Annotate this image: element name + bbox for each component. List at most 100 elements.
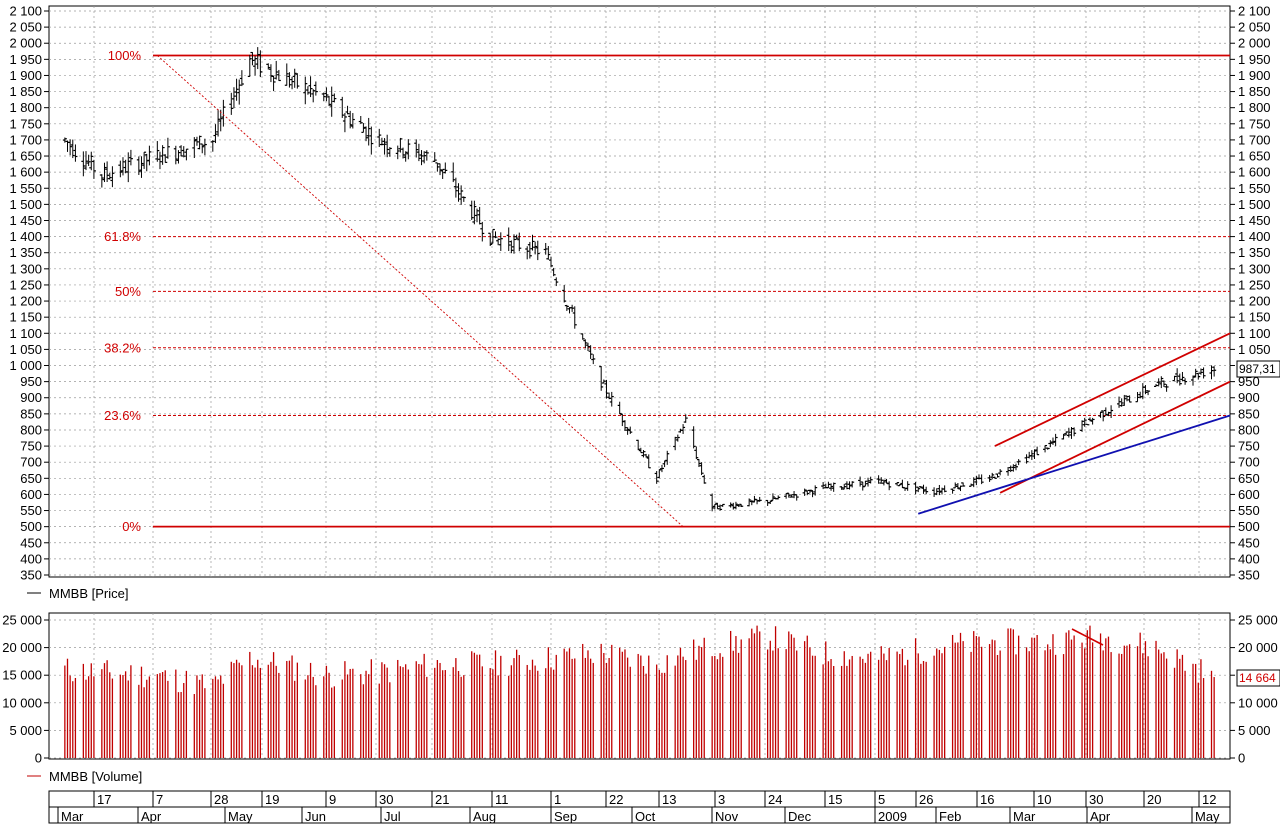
price-bar (327, 95, 332, 107)
day-label: 17 (97, 792, 111, 807)
price-tick-label-left: 1 100 (9, 326, 42, 341)
price-bar (387, 147, 392, 157)
price-bar (691, 426, 696, 449)
price-bar (68, 139, 73, 156)
price-tick-label-left: 750 (20, 439, 42, 454)
price-bar (506, 227, 511, 251)
price-bar (1045, 447, 1050, 450)
price-bar (1109, 405, 1114, 418)
price-bar (110, 166, 115, 188)
price-tick-label-right: 600 (1238, 487, 1260, 502)
day-label: 9 (329, 792, 336, 807)
price-bar (1066, 427, 1071, 438)
price-tick-label-right: 1 700 (1238, 132, 1271, 147)
price-bar (675, 434, 680, 442)
volume-trendline (1071, 628, 1104, 646)
price-bar (155, 141, 160, 162)
price-bar (992, 476, 997, 479)
price-bar (683, 414, 688, 423)
price-bar (173, 145, 178, 165)
price-bar (887, 481, 892, 491)
volume-tick-label-right: 10 000 (1238, 695, 1278, 710)
month-label: 2009 (878, 809, 907, 824)
price-bar (258, 50, 263, 78)
price-tick-label-left: 1 400 (9, 229, 42, 244)
price-bar (807, 489, 812, 494)
price-tick-label-left: 700 (20, 455, 42, 470)
price-tick-label-left: 1 900 (9, 68, 42, 83)
price-bar (747, 498, 752, 507)
price-bar (802, 488, 807, 496)
price-bar (776, 495, 781, 500)
price-bar (958, 485, 963, 492)
price-bar (527, 241, 532, 259)
price-tick-label-left: 2 050 (9, 20, 42, 35)
price-bar (636, 439, 641, 451)
price-bar (533, 241, 538, 255)
price-tick-label-left: 350 (20, 568, 42, 583)
price-bar (1209, 365, 1214, 380)
price-tick-label-left: 950 (20, 374, 42, 389)
price-bar (694, 446, 699, 460)
price-bar (271, 75, 276, 92)
price-bar (562, 285, 567, 303)
price-bar (345, 105, 350, 115)
price-bar (197, 135, 202, 150)
price-bar (181, 146, 186, 158)
price-bar (379, 137, 384, 146)
month-label: Apr (1090, 809, 1111, 824)
price-bar (192, 137, 197, 158)
price-bar (879, 477, 884, 484)
price-bar (517, 232, 522, 252)
price-bar (1135, 392, 1140, 403)
price-bar (638, 447, 643, 454)
price-bar (821, 482, 826, 490)
price-bar (176, 150, 181, 164)
fib-label: 23.6% (104, 408, 141, 423)
price-bar (829, 483, 834, 491)
price-tick-label-right: 650 (1238, 471, 1260, 486)
price-bar (361, 123, 366, 133)
price-bar (739, 503, 744, 508)
price-tick-label-right: 350 (1238, 568, 1260, 583)
last-price-value: 987,31 (1239, 362, 1276, 376)
day-label: 12 (1202, 792, 1216, 807)
price-bar (313, 81, 318, 96)
price-bar (514, 234, 519, 240)
price-tick-label-left: 1 650 (9, 149, 42, 164)
price-bar (459, 185, 464, 205)
price-bar (424, 150, 429, 161)
price-bar (1156, 378, 1161, 387)
price-bar (274, 60, 279, 80)
price-bar (1080, 420, 1085, 432)
price-bar (971, 477, 976, 488)
price-bar (934, 488, 939, 496)
price-bar (165, 137, 170, 159)
price-bar (1087, 417, 1092, 422)
last-volume-value: 14 664 (1239, 671, 1276, 685)
price-bar (401, 147, 406, 159)
volume-tick-label-left: 25 000 (2, 613, 42, 628)
price-bar (641, 450, 646, 458)
price-bar (654, 471, 659, 484)
price-tick-label-left: 1 600 (9, 165, 42, 180)
price-bar (712, 503, 717, 510)
price-tick-label-left: 1 050 (9, 342, 42, 357)
price-bar (250, 51, 255, 66)
price-bar (382, 138, 387, 155)
price-bar (184, 148, 189, 161)
price-tick-label-right: 1 950 (1238, 52, 1271, 67)
day-label: 22 (609, 792, 623, 807)
price-bar (546, 246, 551, 260)
price-bar (102, 162, 107, 183)
day-label: 10 (1037, 792, 1051, 807)
price-bar (105, 161, 110, 183)
price-tick-label-right: 1 050 (1238, 342, 1271, 357)
price-bar (699, 462, 704, 476)
day-label: 28 (214, 792, 228, 807)
price-bar (551, 267, 556, 277)
price-bar (163, 154, 168, 163)
price-bar (921, 484, 926, 494)
price-bar (432, 152, 437, 163)
price-bar (329, 86, 334, 117)
